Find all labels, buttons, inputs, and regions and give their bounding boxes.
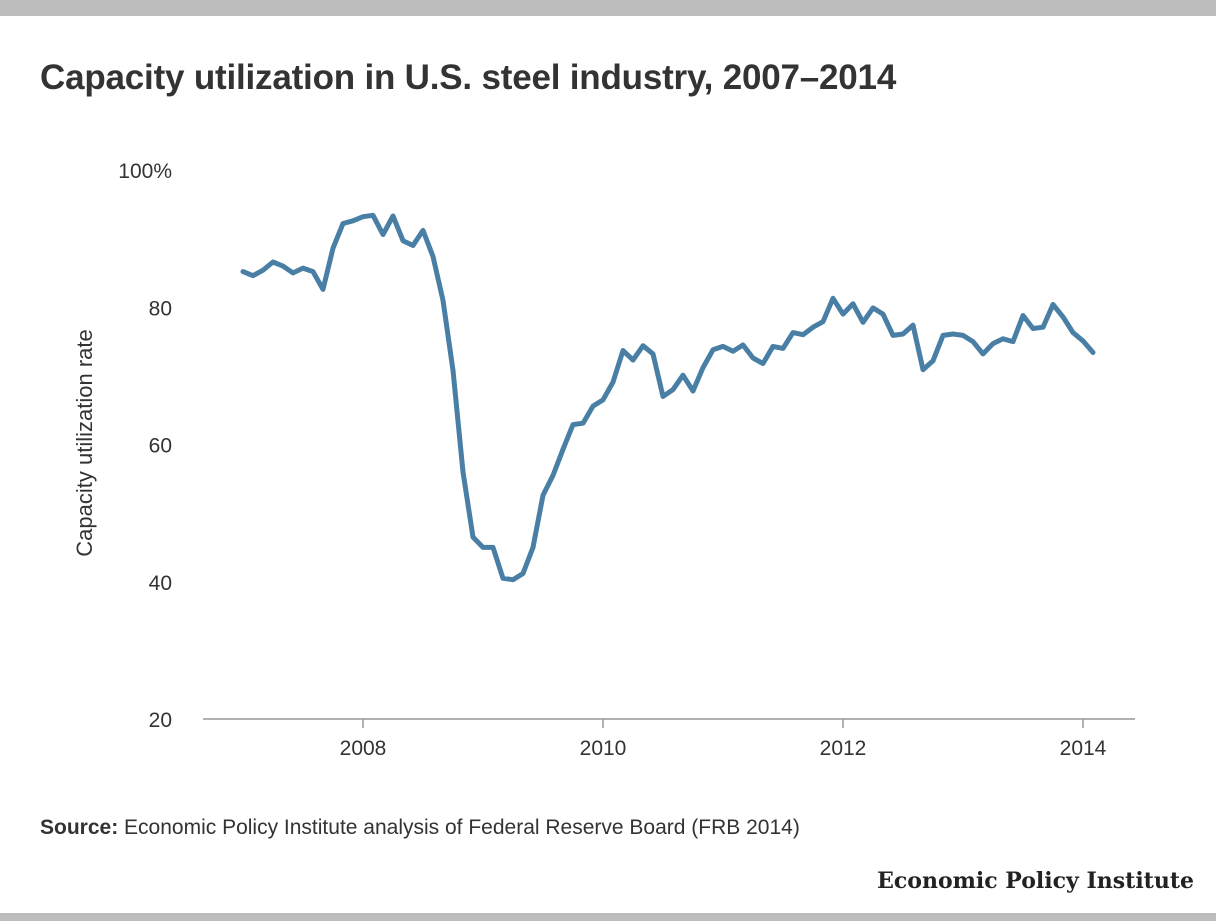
chart-title: Capacity utilization in U.S. steel indus… — [40, 58, 897, 97]
y-tick-label: 100% — [118, 160, 172, 183]
series-line — [240, 212, 1096, 583]
source-note: Source: Economic Policy Institute analys… — [40, 816, 800, 840]
x-tick-label: 2008 — [340, 737, 387, 760]
source-label: Source: — [40, 816, 119, 839]
epi-logo-text: Economic Policy Institute — [877, 868, 1194, 894]
y-tick-label: 60 — [149, 435, 172, 458]
y-axis-title: Capacity utilization rate — [72, 329, 97, 556]
source-text: Economic Policy Institute analysis of Fe… — [124, 816, 800, 839]
top-border-bar — [0, 0, 1216, 16]
bottom-border-bar — [0, 913, 1216, 921]
y-tick-label: 20 — [149, 709, 172, 732]
x-tick-label: 2010 — [580, 737, 627, 760]
x-tick-label: 2014 — [1060, 737, 1107, 760]
x-tick-label: 2012 — [820, 737, 867, 760]
y-tick-label: 80 — [149, 297, 172, 320]
y-tick-label: 40 — [149, 572, 172, 595]
